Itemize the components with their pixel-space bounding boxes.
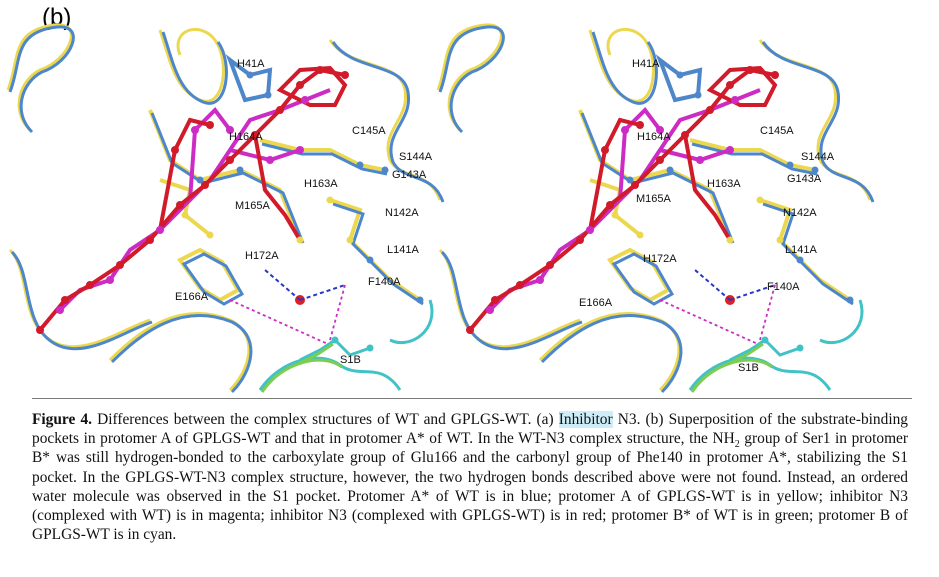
residue-label: F140A <box>368 276 401 288</box>
highlighted-term[interactable]: Inhibitor <box>558 411 613 428</box>
residue-labels-right: H41A H164A C145A S144A G143A H163A M165A… <box>579 58 835 374</box>
residue-label: L141A <box>785 244 817 256</box>
residue-label: S144A <box>399 151 433 163</box>
residue-label: H163A <box>304 178 338 190</box>
caption-subscript: 2 <box>734 439 740 451</box>
residue-label: C145A <box>352 125 386 137</box>
caption-text: group of Ser1 in protomer B* was still h… <box>32 430 908 544</box>
residue-label: M165A <box>636 193 672 205</box>
residue-label: S144A <box>801 151 835 163</box>
residue-label: G143A <box>787 173 822 185</box>
residue-label: H41A <box>632 58 660 70</box>
residue-label: S1B <box>340 354 361 366</box>
residue-label: E166A <box>579 297 613 309</box>
residue-label: H164A <box>229 131 263 143</box>
stereo-structure-figure: H41A H164A C145A S144A G143A H163A M165A… <box>6 22 875 395</box>
figure-caption: Figure 4. Differences between the comple… <box>32 410 908 544</box>
residue-label: H172A <box>245 250 279 262</box>
residue-label: M165A <box>235 200 271 212</box>
residue-label: S1B <box>738 362 759 374</box>
residue-label: C145A <box>760 125 794 137</box>
figure-label: Figure 4. <box>32 411 92 428</box>
residue-label: L141A <box>387 244 419 256</box>
residue-label: N142A <box>385 207 419 219</box>
residue-labels-left: H41A H164A C145A S144A G143A H163A M165A… <box>175 58 433 366</box>
residue-label: H172A <box>643 253 677 265</box>
residue-label: E166A <box>175 291 209 303</box>
caption-text: N3. (b) Superposition of the substrate-b… <box>32 411 908 448</box>
stereo-left-view <box>6 22 445 395</box>
residue-label: H163A <box>707 178 741 190</box>
figure-divider <box>32 398 912 399</box>
residue-label: H164A <box>637 131 671 143</box>
residue-label: G143A <box>392 169 427 181</box>
residue-label: F140A <box>767 281 800 293</box>
residue-label: N142A <box>783 207 817 219</box>
caption-text: Differences between the complex structur… <box>91 411 559 428</box>
residue-label: H41A <box>237 58 265 70</box>
